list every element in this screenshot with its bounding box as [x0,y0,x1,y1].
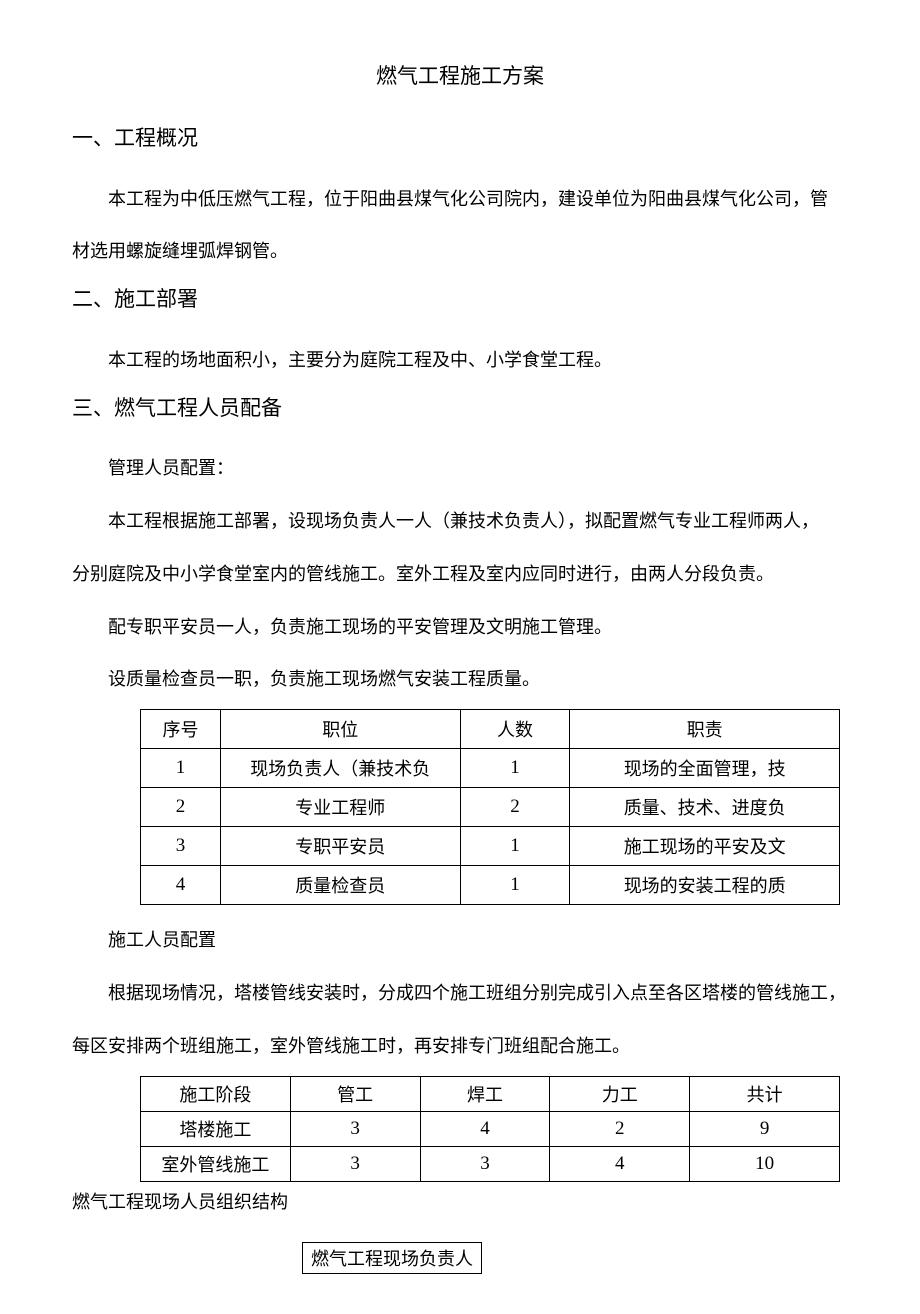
cell-pipe: 3 [290,1111,420,1146]
th-count: 人数 [460,710,570,749]
section-1-heading: 一、工程概况 [72,122,848,156]
cell-role: 现场负责人（兼技术负 [220,749,460,788]
section-1-para-1b: 材选用螺旋缝埋弧焊钢管。 [72,228,848,275]
cell-role: 专职平安员 [220,827,460,866]
table-row: 塔楼施工 3 4 2 9 [141,1111,840,1146]
section-3-para-5: 施工人员配置 [72,917,848,964]
document-title: 燃气工程施工方案 [72,60,848,90]
cell-seq: 4 [141,866,221,905]
section-3-para-2a: 本工程根据施工部署，设现场负责人一人（兼技术负责人），拟配置燃气专业工程师两人， [72,498,848,545]
table-row: 3 专职平安员 1 施工现场的平安及文 [141,827,840,866]
th-total: 共计 [690,1076,840,1111]
cell-weld: 4 [420,1111,550,1146]
th-role: 职位 [220,710,460,749]
section-2-heading: 二、施工部署 [72,283,848,317]
cell-count: 1 [460,827,570,866]
cell-seq: 1 [141,749,221,788]
table-row: 1 现场负责人（兼技术负 1 现场的全面管理，技 [141,749,840,788]
cell-weld: 3 [420,1146,550,1181]
document-page: 燃气工程施工方案 一、工程概况 本工程为中低压燃气工程，位于阳曲县煤气化公司院内… [0,0,920,1314]
th-pipe: 管工 [290,1076,420,1111]
section-3-heading: 三、燃气工程人员配备 [72,392,848,426]
table-header-row: 施工阶段 管工 焊工 力工 共计 [141,1076,840,1111]
cell-seq: 3 [141,827,221,866]
section-3-para-4: 设质量检查员一职，负责施工现场燃气安装工程质量。 [72,656,848,703]
cell-count: 2 [460,788,570,827]
cell-labour: 4 [550,1146,690,1181]
section-3-para-7: 燃气工程现场人员组织结构 [72,1184,848,1220]
section-1-para-1a: 本工程为中低压燃气工程，位于阳曲县煤气化公司院内，建设单位为阳曲县煤气化公司，管 [72,176,848,223]
th-phase: 施工阶段 [141,1076,291,1111]
cell-labour: 2 [550,1111,690,1146]
cell-duty: 施工现场的平安及文 [570,827,840,866]
org-chart-root: 燃气工程现场负责人 [72,1226,848,1274]
table-row: 2 专业工程师 2 质量、技术、进度负 [141,788,840,827]
cell-pipe: 3 [290,1146,420,1181]
th-seq: 序号 [141,710,221,749]
cell-count: 1 [460,749,570,788]
section-3-para-6b: 每区安排两个班组施工，室外管线施工时，再安排专门班组配合施工。 [72,1023,848,1070]
cell-total: 9 [690,1111,840,1146]
th-duty: 职责 [570,710,840,749]
section-3-para-1: 管理人员配置： [72,445,848,492]
cell-count: 1 [460,866,570,905]
cell-phase: 室外管线施工 [141,1146,291,1181]
org-chart-root-box: 燃气工程现场负责人 [302,1242,482,1274]
section-3-para-6a: 根据现场情况，塔楼管线安装时，分成四个施工班组分别完成引入点至各区塔楼的管线施工… [72,970,848,1017]
table-header-row: 序号 职位 人数 职责 [141,710,840,749]
personnel-roles-table: 序号 职位 人数 职责 1 现场负责人（兼技术负 1 现场的全面管理，技 2 专… [140,709,840,905]
section-3-para-3: 配专职平安员一人，负责施工现场的平安管理及文明施工管理。 [72,604,848,651]
cell-duty: 质量、技术、进度负 [570,788,840,827]
construction-staff-table: 施工阶段 管工 焊工 力工 共计 塔楼施工 3 4 2 9 室外管线施工 3 3… [140,1076,840,1182]
cell-duty: 现场的安装工程的质 [570,866,840,905]
cell-role: 质量检查员 [220,866,460,905]
section-3-para-2b: 分别庭院及中小学食堂室内的管线施工。室外工程及室内应同时进行，由两人分段负责。 [72,551,848,598]
section-2-para-1: 本工程的场地面积小，主要分为庭院工程及中、小学食堂工程。 [72,337,848,384]
cell-duty: 现场的全面管理，技 [570,749,840,788]
th-weld: 焊工 [420,1076,550,1111]
table-row: 4 质量检查员 1 现场的安装工程的质 [141,866,840,905]
table-row: 室外管线施工 3 3 4 10 [141,1146,840,1181]
cell-phase: 塔楼施工 [141,1111,291,1146]
cell-total: 10 [690,1146,840,1181]
th-labour: 力工 [550,1076,690,1111]
cell-role: 专业工程师 [220,788,460,827]
cell-seq: 2 [141,788,221,827]
